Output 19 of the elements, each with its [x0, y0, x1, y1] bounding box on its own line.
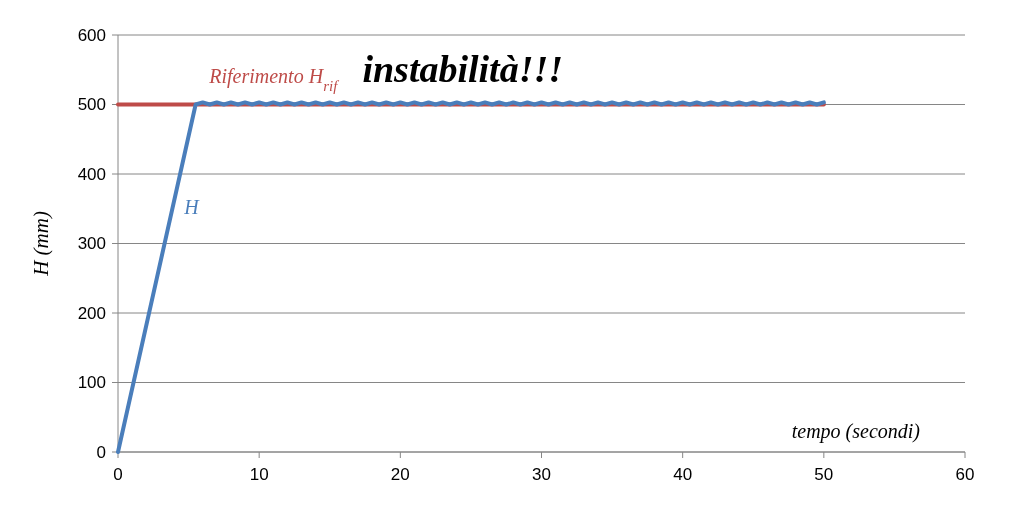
x-tick-label: 50 — [814, 465, 834, 484]
series-label: H — [183, 195, 201, 218]
y-tick-label: 300 — [77, 234, 106, 254]
y-tick-label: 0 — [96, 442, 106, 462]
y-axis-title: H (mm) — [29, 211, 53, 277]
x-tick-label: 30 — [532, 465, 551, 484]
y-tick-label: 500 — [77, 95, 106, 115]
x-tick-label: 60 — [955, 465, 975, 484]
y-tick-label: 100 — [77, 373, 106, 393]
annotation: instabilità!!! — [362, 48, 564, 90]
y-tick-label: 600 — [77, 25, 106, 45]
x-axis-title: tempo (secondi) — [791, 420, 921, 443]
x-tick-label: 40 — [673, 465, 693, 484]
x-tick-label: 20 — [390, 465, 410, 484]
series-label: Riferimento H$_{rif}$ — [208, 64, 340, 94]
x-tick-label: 10 — [249, 465, 269, 484]
y-tick-label: 200 — [77, 303, 106, 323]
y-tick-label: 400 — [77, 164, 106, 184]
x-tick-label: 0 — [113, 465, 123, 484]
